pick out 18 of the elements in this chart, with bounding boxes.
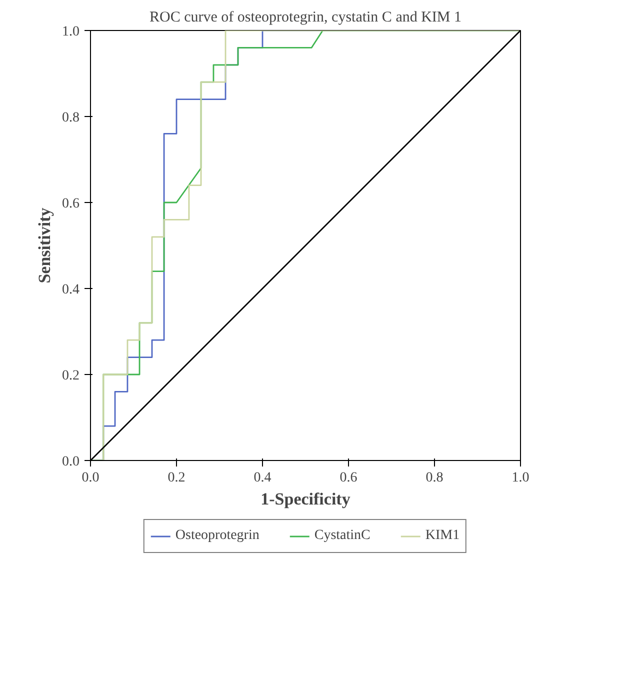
x-axis-title: 1-Specificity [260,490,351,508]
y-tick-label: 0.0 [62,454,80,470]
y-tick-label: 0.2 [62,368,80,384]
y-axis-title: Sensitivity [35,207,54,284]
legend-label: CystatinC [314,528,370,544]
y-tick-label: 0.4 [62,282,80,298]
x-tick-label: 0.6 [340,470,358,486]
chart-title: ROC curve of osteoprotegrin, cystatin C and KIM 1 [149,10,462,26]
x-tick-label: 0.2 [168,470,186,486]
x-tick-label: 0.4 [254,470,272,486]
legend-label: Osteoprotegrin [175,528,260,544]
legend-label: KIM1 [425,528,460,544]
y-tick-label: 0.8 [62,110,80,126]
x-tick-label: 0.8 [426,470,444,486]
y-tick-label: 0.6 [62,196,80,212]
y-tick-label: 1.0 [62,24,80,40]
x-tick-label: 1.0 [512,470,530,486]
x-tick-label: 0.0 [82,470,100,486]
